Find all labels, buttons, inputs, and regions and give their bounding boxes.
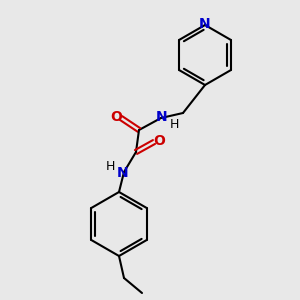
Text: N: N xyxy=(156,110,168,124)
Text: H: H xyxy=(169,118,179,130)
Text: N: N xyxy=(117,166,129,180)
Text: N: N xyxy=(199,17,211,31)
Text: O: O xyxy=(153,134,165,148)
Text: H: H xyxy=(105,160,115,173)
Text: O: O xyxy=(110,110,122,124)
